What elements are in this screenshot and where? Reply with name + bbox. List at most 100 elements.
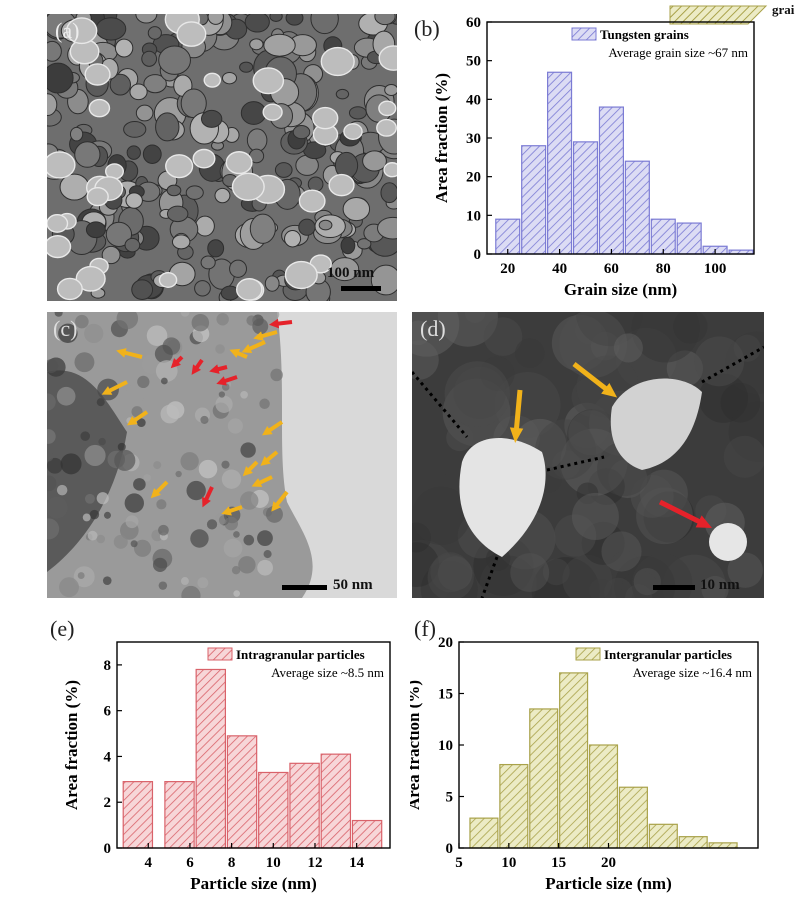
bright-grain <box>165 154 194 179</box>
tem-c-speckle <box>221 383 230 391</box>
tem-d-mottle <box>437 312 498 347</box>
tem-c-speckle <box>56 484 68 496</box>
bright-grain <box>312 106 339 130</box>
histogram-b: 0 10 20 30 40 50 60 20 40 60 80 100 Grain size (nm) A… <box>432 15 755 299</box>
y-tick-label: 0 <box>474 247 482 263</box>
y-tick-label: 20 <box>466 170 481 186</box>
x-axis-label: Particle size (nm) <box>545 874 672 893</box>
tem-d-mottle <box>559 312 628 378</box>
bright-grain <box>88 98 111 118</box>
grain <box>380 182 397 204</box>
tem-d-mottle <box>698 373 748 423</box>
legend-swatch <box>575 647 601 661</box>
grain <box>249 38 264 51</box>
panel-label-c: (c) <box>53 316 78 341</box>
bright-grain <box>75 265 106 292</box>
marker-arrow-shaft <box>572 362 612 394</box>
tem-c-speckle <box>84 323 104 344</box>
grain <box>207 239 225 258</box>
tem-c-speckle <box>113 534 128 549</box>
tem-c-speckle <box>54 312 63 317</box>
histogram-bar <box>529 708 559 849</box>
legend-label: Tungsten grains <box>600 27 689 42</box>
legend-annotation: Average size ~8.5 nm <box>271 665 384 680</box>
legend-label: Intergranular particles <box>604 647 732 662</box>
tem-c-speckle <box>47 393 56 411</box>
marker-arrow-head <box>221 506 232 516</box>
grain <box>200 109 223 128</box>
tem-c-speckle <box>158 524 169 536</box>
grain <box>330 257 360 282</box>
grain <box>69 126 84 142</box>
y-tick-label: 50 <box>466 54 481 70</box>
tem-c-speckle <box>137 375 150 389</box>
tem-d-mottle <box>633 567 661 596</box>
tem-c-speckle <box>82 513 91 522</box>
tem-c-speckle <box>227 418 243 434</box>
tem-c-speckle <box>233 590 240 597</box>
grain <box>74 141 101 168</box>
tem-d-mottle <box>727 552 763 588</box>
bright-grain <box>378 45 397 71</box>
tem-micrograph-c: (c) <box>47 312 397 598</box>
bright-grain <box>376 118 397 137</box>
tem-c-speckle <box>221 469 242 489</box>
histogram-bar <box>122 781 154 849</box>
grain <box>207 14 224 25</box>
grain <box>47 93 58 117</box>
tem-c-speckle <box>270 368 283 382</box>
tem-c-speckle <box>124 493 144 513</box>
bright-grain <box>47 235 72 259</box>
tem-c-speckle <box>252 318 269 335</box>
histogram-bar <box>648 823 678 849</box>
grain <box>240 101 267 125</box>
bright-grain <box>383 162 397 178</box>
histogram-bar <box>572 141 599 255</box>
histogram-bar <box>547 71 573 255</box>
tem-d-mottle <box>446 424 474 452</box>
histogram-bar <box>320 753 352 849</box>
histogram-e: 0 2 4 6 8 4 6 8 10 12 14 Particle size (nm) Area fra… <box>62 641 391 893</box>
grain <box>101 245 121 265</box>
tem-d-mottle <box>412 320 431 346</box>
tem-d-mottle <box>613 333 643 363</box>
x-tick-label: 5 <box>455 855 463 871</box>
grain <box>221 71 238 85</box>
histogram-bar <box>559 672 589 849</box>
tem-c-speckle <box>47 359 59 374</box>
tem-c-speckle <box>231 566 241 575</box>
bright-grain <box>56 277 83 301</box>
panel-label-f: (f) <box>414 616 436 641</box>
tem-c-speckle <box>47 518 60 540</box>
x-tick-label: 4 <box>145 855 153 871</box>
y-tick-label: 5 <box>446 790 454 806</box>
panel-label-e: (e) <box>50 616 75 641</box>
grain <box>269 14 283 22</box>
marker-arrow-head <box>150 488 161 499</box>
tem-d-mottle <box>483 317 523 356</box>
grain-boundary <box>546 455 605 472</box>
histogram-bar <box>598 106 624 255</box>
tem-c-speckle <box>259 398 270 410</box>
tem-c-speckle <box>59 577 79 598</box>
tem-d-mottle <box>412 340 439 380</box>
tem-c-speckle <box>240 491 259 510</box>
bright-grain <box>203 72 222 88</box>
grain <box>95 17 127 41</box>
tem-micrograph-d: (d) <box>412 312 764 598</box>
marker-arrow-head <box>170 358 181 369</box>
histogram-bar <box>351 819 383 849</box>
scale-line-d <box>653 585 695 590</box>
tem-c-speckle <box>58 323 78 344</box>
tem-c-speckle <box>156 499 167 510</box>
x-tick-label: 8 <box>228 855 236 871</box>
tem-c-speckle <box>133 539 152 557</box>
tem-c-speckle <box>103 511 111 519</box>
tem-d-mottle <box>510 553 550 593</box>
tem-d-mottle <box>562 554 613 598</box>
tem-c-speckle <box>240 442 256 458</box>
histogram-bar <box>708 842 738 849</box>
grain <box>340 236 356 255</box>
tem-d-mottle <box>694 336 745 387</box>
